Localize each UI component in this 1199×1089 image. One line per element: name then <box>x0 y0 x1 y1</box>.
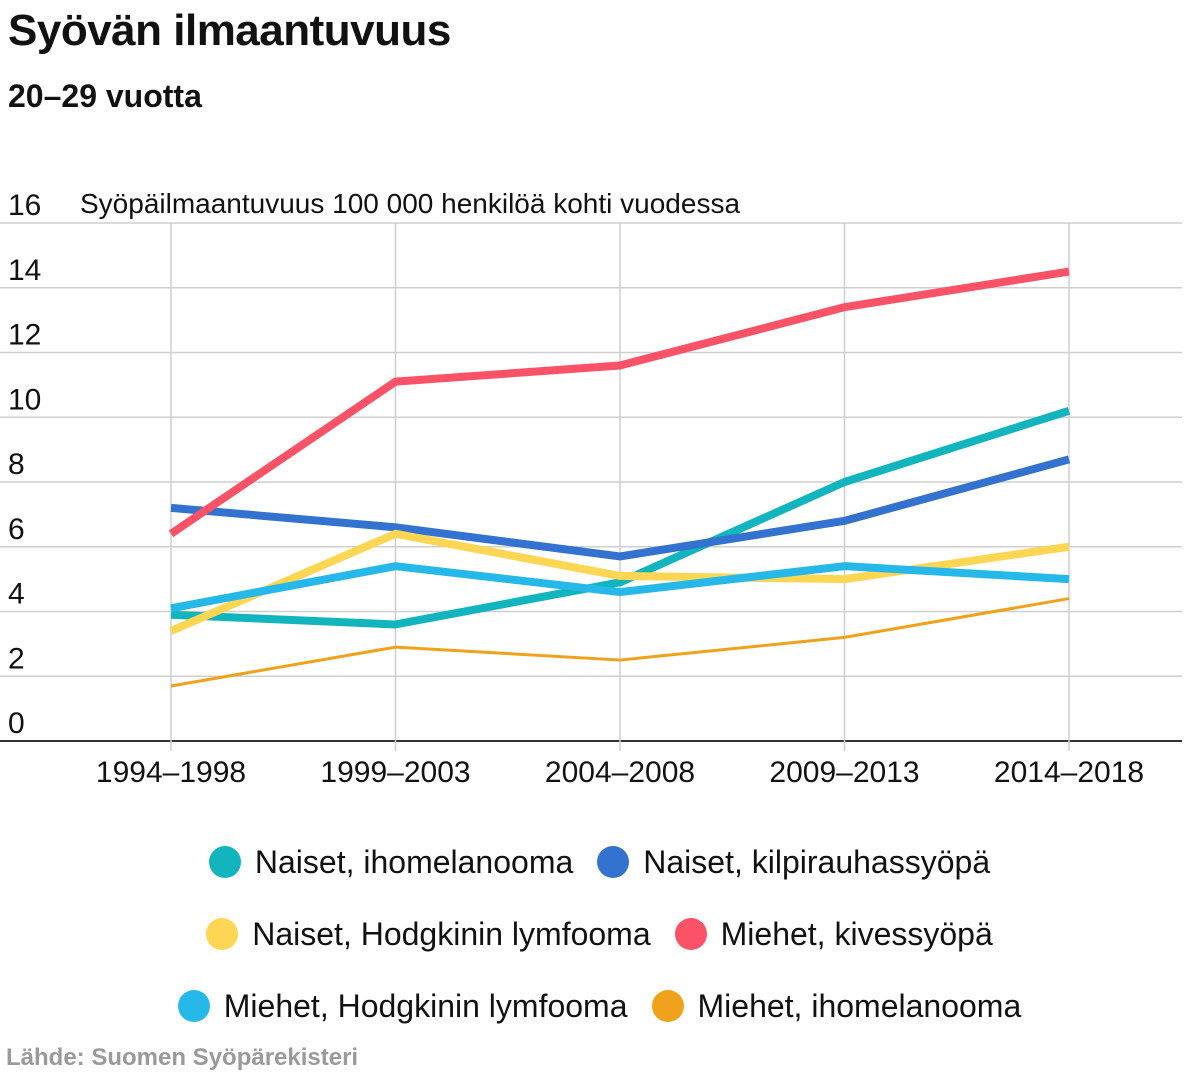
y-axis-label: Syöpäilmaantuvuus 100 000 henkilöä kohti… <box>80 188 740 219</box>
gridlines <box>0 222 1182 751</box>
x-tick-label: 2004–2008 <box>545 756 695 789</box>
series-lines <box>168 267 1071 688</box>
legend: Naiset, ihomelanooma Naiset, kilpirauhass… <box>0 826 1199 1042</box>
y-tick-label: 6 <box>8 513 25 546</box>
legend-label: Miehet, kivessyöpä <box>720 915 993 952</box>
legend-swatch <box>651 990 684 1022</box>
legend-row: Naiset, Hodgkinin lymfooma Miehet, kivess… <box>0 898 1199 970</box>
y-tick-label: 8 <box>8 448 25 481</box>
legend-label: Naiset, kilpirauhassyöpä <box>643 843 991 880</box>
legend-label: Naiset, ihomelanooma <box>254 843 574 880</box>
y-axis-ticks: 0 2 4 6 8 10 12 14 16 <box>8 189 41 740</box>
x-tick-label: 1994–1998 <box>96 756 246 789</box>
legend-item: Naiset, kilpirauhassyöpä <box>597 844 990 881</box>
line-chart: 0 2 4 6 8 10 12 14 16 Syöpäilmaantuvuus 100 000 … <box>0 188 1182 789</box>
legend-swatch <box>177 990 210 1022</box>
y-tick-label: 14 <box>8 254 41 287</box>
y-tick-label: 2 <box>8 642 25 675</box>
y-tick-label: 12 <box>8 319 41 352</box>
y-tick-label: 10 <box>8 383 41 416</box>
legend-item: Naiset, Hodgkinin lymfooma <box>206 915 651 953</box>
legend-label: Miehet, Hodgkinin lymfooma <box>223 987 628 1024</box>
x-tick-label: 1999–2003 <box>320 756 470 789</box>
legend-item: Miehet, ihomelanooma <box>651 987 1022 1025</box>
legend-row: Naiset, ihomelanooma Naiset, kilpirauhass… <box>0 826 1199 898</box>
y-tick-label: 0 <box>8 707 25 740</box>
source-note: Lähde: Suomen Syöpärekisteri <box>6 1044 359 1071</box>
chart-title: Syövän ilmaantuvuus <box>8 6 451 55</box>
legend-swatch <box>206 918 239 950</box>
legend-item: Miehet, Hodgkinin lymfooma <box>177 987 628 1025</box>
legend-label: Naiset, Hodgkinin lymfooma <box>252 915 651 952</box>
legend-item: Naiset, ihomelanooma <box>208 843 574 881</box>
legend-swatch <box>597 846 630 878</box>
legend-swatch <box>208 846 241 878</box>
x-tick-label: 2009–2013 <box>769 756 919 789</box>
legend-swatch <box>674 918 707 950</box>
legend-label: Miehet, ihomelanooma <box>697 987 1022 1024</box>
x-axis-ticks: 1994–1998 1999–2003 2004–2008 2009–2013 2014… <box>96 756 1144 789</box>
x-tick-label: 2014–2018 <box>994 756 1144 789</box>
legend-row: Miehet, Hodgkinin lymfooma Miehet, ihomel… <box>0 970 1199 1042</box>
legend-item: Miehet, kivessyöpä <box>674 915 993 953</box>
chart-subtitle: 20–29 vuotta <box>8 78 202 114</box>
y-tick-label: 16 <box>8 189 41 222</box>
y-tick-label: 4 <box>8 578 25 611</box>
